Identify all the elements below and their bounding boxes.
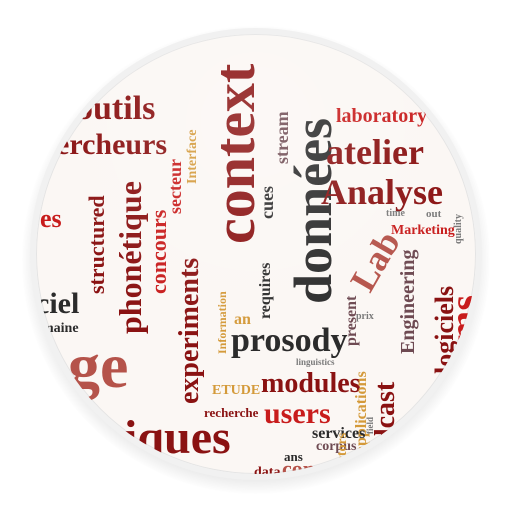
word-context: context: [202, 63, 267, 244]
word-modules: modules: [261, 368, 361, 399]
word-maine: maine: [42, 321, 79, 336]
word-age: age: [36, 330, 129, 401]
word-requires: requires: [257, 262, 274, 319]
word-linguistics: linguistics: [296, 357, 335, 367]
word-experiments: experiments: [174, 257, 205, 404]
word-quality: quality: [453, 213, 464, 244]
word-factors: factors: [335, 432, 350, 474]
word-an: an: [234, 311, 251, 328]
word-ciel: ciel: [36, 287, 80, 320]
word-ans: ans: [284, 449, 303, 464]
word-cloud: outils ercheurs context données laborato…: [36, 34, 476, 474]
word-corpus: corpus: [316, 439, 357, 454]
word-interface: Interface: [185, 129, 200, 184]
word-etude: ETUDE: [212, 383, 261, 398]
word-out: out: [426, 208, 442, 220]
word-cues: cues: [257, 186, 277, 219]
word-concours: concours: [146, 209, 171, 294]
word-time: time: [386, 208, 405, 219]
word-users: users: [264, 397, 331, 430]
word-laboratory: laboratory: [336, 105, 428, 127]
word-outils: outils: [76, 90, 156, 127]
word-istiques: istiques: [76, 411, 231, 464]
word-analyse: Analyse: [321, 172, 444, 212]
word-atelier: atelier: [326, 132, 424, 172]
word-data: data: [254, 465, 281, 480]
word-signed: signed: [425, 400, 442, 444]
word-prosody: prosody: [231, 322, 348, 359]
word-information: Information: [215, 291, 229, 354]
word-secteur: secteur: [165, 159, 185, 214]
word-ercheurs: ercheurs: [56, 128, 168, 161]
word-structured: structured: [84, 195, 109, 294]
word-consciou: consciou: [282, 456, 363, 480]
word-cloud-disc: outils ercheurs context données laborato…: [30, 28, 482, 480]
word-prix: prix: [356, 311, 374, 322]
word-marketing: Marketing: [391, 223, 455, 238]
word-engineering: Engineering: [397, 249, 419, 354]
word-services: services: [312, 425, 366, 442]
word-dcast: dcast: [370, 381, 401, 444]
word-es: es: [40, 204, 62, 233]
word-recherche: recherche: [204, 405, 259, 420]
word-phonetique: phonétique: [112, 181, 148, 334]
word-stream: stream: [272, 111, 292, 164]
word-field: field: [365, 417, 375, 434]
